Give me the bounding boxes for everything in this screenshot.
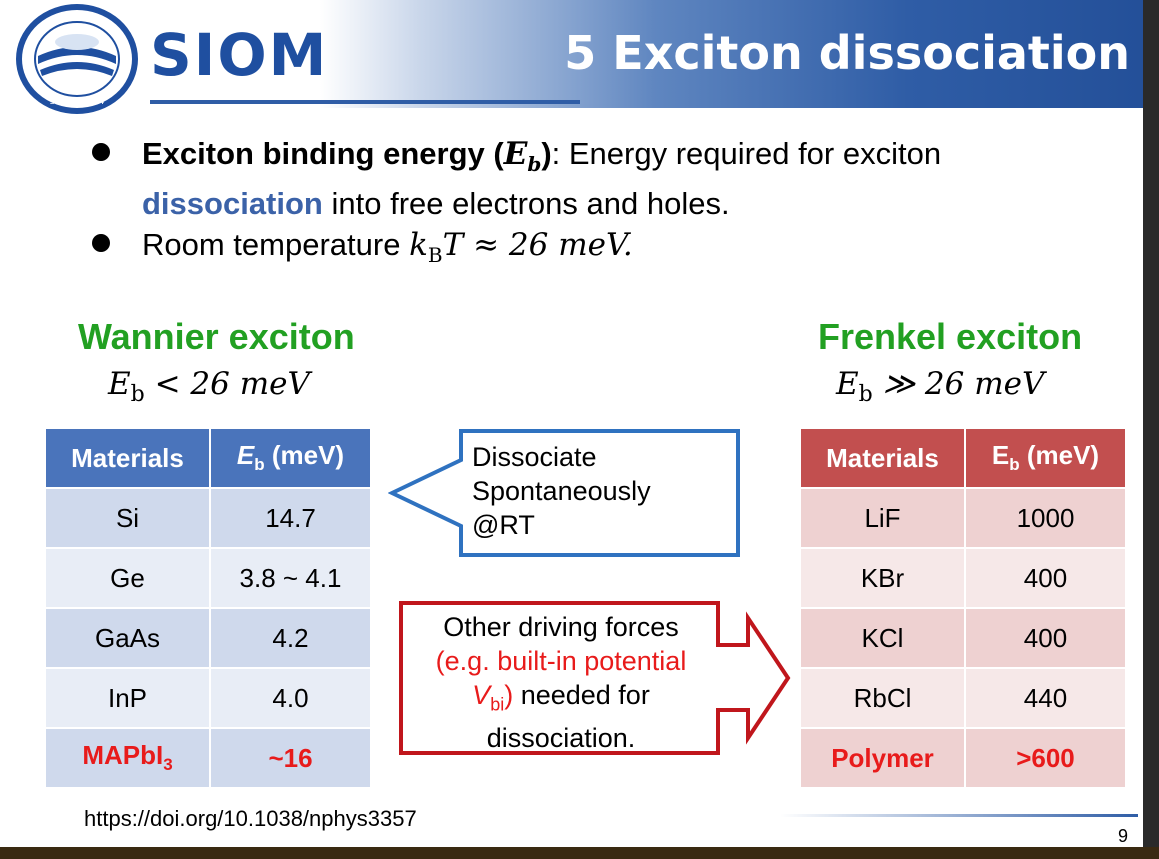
frenkel-heading: Frenkel exciton (818, 316, 1083, 357)
col-materials: Materials (44, 427, 211, 489)
table-row: RbCl 440 (799, 667, 1127, 729)
header-bar (320, 0, 1159, 108)
table-row: Ge 3.8 ~ 4.1 (44, 547, 372, 609)
frenkel-eb-relation: Eb ≫ 26 meV (836, 366, 1045, 408)
table-row: KBr 400 (799, 547, 1127, 609)
table-header-row: Materials Eb (meV) (44, 427, 372, 489)
table-row: LiF 1000 (799, 487, 1127, 549)
footer-line (780, 814, 1138, 817)
wannier-eb-relation: Eb < 26 meV (108, 366, 310, 408)
table-header-row: Materials Eb (meV) (799, 427, 1127, 489)
table-row: InP 4.0 (44, 667, 372, 729)
bullet-dot (92, 143, 110, 161)
svg-text:SIOM · 1964: SIOM · 1964 (50, 97, 105, 107)
slide-title: 5 Exciton dissociation (564, 26, 1130, 80)
table-row-highlight: Polymer >600 (799, 727, 1127, 789)
page-number: 9 (1118, 826, 1129, 846)
window-edge (1143, 0, 1159, 859)
right-arrow-callout-shape (399, 601, 791, 755)
siom-seal-icon: SIOM · 1964 (16, 4, 138, 114)
table-row: Si 14.7 (44, 487, 372, 549)
bullet-room-temperature: Room temperature kBT ≈ 26 meV. (142, 227, 633, 268)
callout-dissociate-spontaneously: Dissociate Spontaneously @RT (472, 442, 651, 540)
siom-logo-text: SIOM (150, 21, 329, 89)
col-eb: Eb (meV) (209, 427, 372, 489)
bullet-dot (92, 234, 110, 252)
wannier-table: Materials Eb (meV) Si 14.7 Ge 3.8 ~ 4.1 … (44, 427, 372, 789)
table-row: GaAs 4.2 (44, 607, 372, 669)
bullet-binding-energy: Exciton binding energy (Eb): Energy requ… (142, 136, 942, 222)
doi-reference: https://doi.org/10.1038/nphys3357 (84, 806, 417, 831)
wannier-heading: Wannier exciton (78, 316, 355, 357)
callout-other-driving-forces: Other driving forces (e.g. built-in pote… (435, 612, 687, 754)
header-underline (150, 100, 580, 104)
table-row: KCl 400 (799, 607, 1127, 669)
frenkel-table: Materials Eb (meV) LiF 1000 KBr 400 KCl … (799, 427, 1127, 789)
table-row-highlight: MAPbI3 ~16 (44, 727, 372, 789)
col-eb: Eb (meV) (964, 427, 1127, 489)
taskbar-strip (0, 847, 1159, 859)
left-arrow-callout-shape (388, 429, 740, 557)
col-materials: Materials (799, 427, 966, 489)
